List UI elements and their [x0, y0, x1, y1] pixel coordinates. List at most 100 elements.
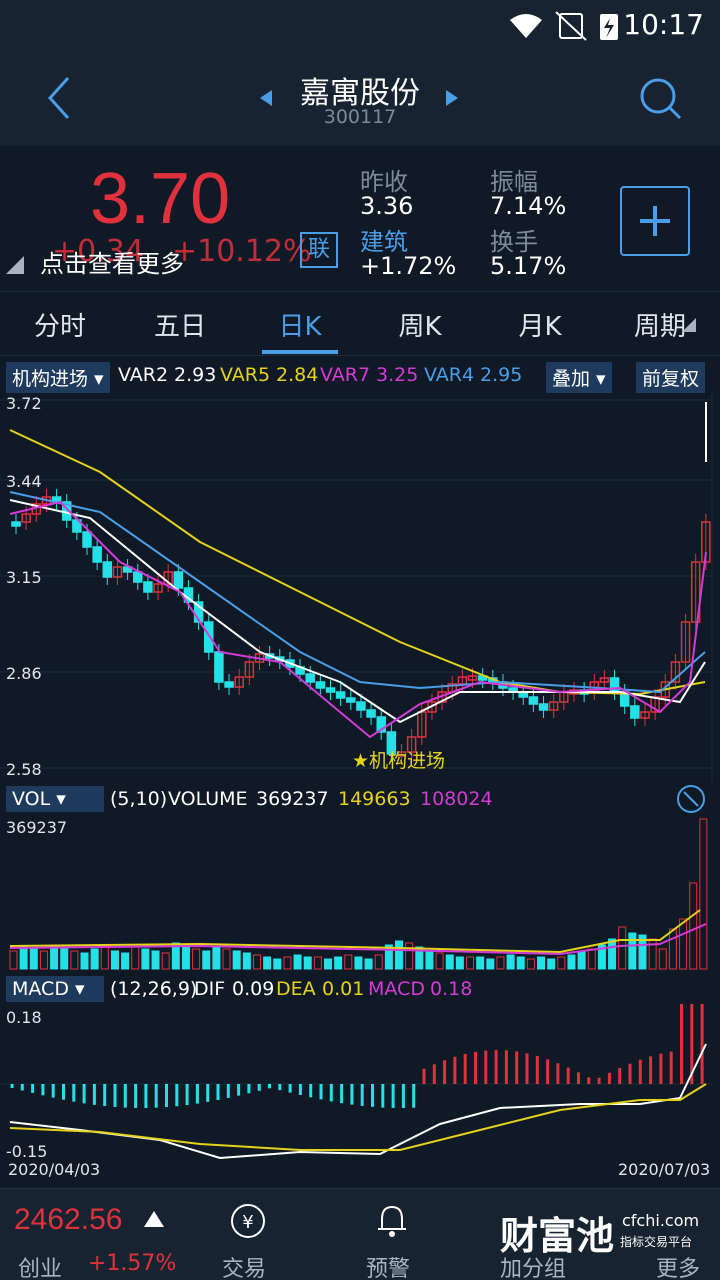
candle: [538, 703, 549, 711]
volume-bar: [252, 954, 261, 970]
dea-value: 0.01: [322, 978, 365, 1000]
tab-monthly-k[interactable]: 月K: [518, 312, 562, 342]
dif-value: 0.09: [232, 978, 275, 1000]
candle: [548, 701, 559, 711]
candle: [356, 701, 366, 711]
quote-panel[interactable]: 3.70 +0.34 +10.12% 点击查看更多 联 昨收 3.36 建筑 +…: [0, 146, 720, 292]
volume-bar: [161, 952, 170, 970]
volume-ma10: 108024: [420, 788, 493, 810]
dea-line: [9, 1083, 707, 1151]
trade-icon[interactable]: ¥: [228, 1201, 268, 1241]
volume-bar: [242, 952, 251, 970]
volume-bar: [60, 948, 69, 970]
status-icons: [510, 11, 618, 41]
tab-intraday[interactable]: 分时: [33, 312, 86, 342]
volume-bar: [506, 954, 515, 970]
macd-indicator-bar: MACD ▾ (12,26,9) DIF 0.09 DEA 0.01 MACD …: [6, 976, 720, 1002]
volume-bar: [334, 956, 343, 970]
volume-bar: [618, 926, 627, 970]
macd-chart[interactable]: [0, 1004, 720, 1160]
period-tabs: 分时 五日 日K 周K 月K 周期: [0, 292, 720, 356]
candle: [630, 705, 640, 719]
header: 嘉寓股份 300117: [0, 50, 720, 146]
y-tick: 3.44: [6, 472, 42, 491]
volume-bar: [131, 946, 140, 970]
volume-bar: [658, 948, 667, 970]
index-name: 创业: [18, 1257, 63, 1280]
volume-bar: [405, 942, 414, 970]
macd-indicator-select[interactable]: MACD ▾: [6, 976, 104, 1002]
tab-five-day[interactable]: 五日: [153, 312, 206, 342]
volume-bar: [689, 882, 698, 970]
volume-bar: [29, 948, 38, 970]
candle: [467, 675, 478, 681]
volume-bar: [374, 954, 383, 970]
back-arrow-icon[interactable]: [42, 74, 78, 122]
candle: [11, 521, 21, 527]
volume-bar: [364, 958, 373, 970]
macd-bottom-tick: -0.15: [6, 1142, 48, 1161]
sector-label[interactable]: 建筑: [360, 228, 408, 256]
candle: [396, 751, 407, 757]
signal-label: ★机构进场: [352, 750, 446, 772]
volume-bar: [567, 954, 576, 970]
dropdown-corner-icon: [682, 318, 696, 332]
candle: [376, 716, 386, 733]
adjust-select[interactable]: 前复权: [636, 362, 706, 393]
svg-text:¥: ¥: [242, 1212, 253, 1233]
volume-bar: [232, 950, 241, 970]
candle: [204, 621, 214, 653]
candle: [315, 681, 326, 689]
linked-button[interactable]: 联: [300, 232, 338, 268]
next-stock-icon[interactable]: [444, 88, 460, 108]
volume-bar: [70, 950, 79, 970]
candle: [599, 677, 610, 683]
volume-bar: [476, 956, 485, 970]
candle: [680, 621, 691, 663]
volume-indicator-bar: VOL ▾ (5,10) VOLUME 369237 149663 108024: [6, 784, 720, 814]
volume-bar: [516, 956, 525, 970]
nav-trade[interactable]: 交易: [222, 1257, 267, 1280]
macd-params: (12,26,9): [110, 978, 198, 1000]
volume-bar: [587, 948, 596, 970]
more-tip[interactable]: 点击查看更多: [40, 250, 184, 278]
fullscreen-icon[interactable]: [674, 784, 708, 814]
add-watchlist-button[interactable]: [620, 186, 690, 256]
last-price: 3.70: [90, 159, 231, 239]
prev-stock-icon[interactable]: [258, 88, 274, 108]
volume-max-tick: 369237: [6, 818, 68, 837]
candle: [690, 561, 701, 623]
var2-label: VAR2: [118, 364, 169, 386]
candle: [346, 697, 356, 703]
tab-weekly-k[interactable]: 周K: [398, 312, 442, 342]
nav-alert[interactable]: 预警: [366, 1257, 411, 1280]
volume-bar: [577, 950, 586, 970]
candle: [305, 673, 315, 683]
volume-bar: [547, 958, 556, 970]
main-indicator-bar: 机构进场 ▾ VAR2 2.93 VAR5 2.84 VAR7 3.25 VAR…: [6, 362, 720, 393]
vol-ma5-line: [9, 909, 701, 954]
tab-period[interactable]: 周期: [633, 312, 686, 342]
volume-indicator-select[interactable]: VOL ▾: [6, 786, 104, 812]
turnover-value: 5.17%: [490, 252, 567, 280]
kline-chart[interactable]: [0, 392, 720, 782]
tab-daily-k[interactable]: 日K: [278, 312, 322, 342]
bell-icon[interactable]: [372, 1201, 412, 1241]
candle: [102, 561, 113, 578]
search-icon[interactable]: [636, 74, 684, 122]
y-tick: 3.15: [6, 568, 42, 587]
index-value[interactable]: 2462.56: [14, 1203, 123, 1236]
volume-chart[interactable]: [0, 814, 720, 974]
var4-value: 2.95: [480, 364, 523, 386]
volume-bar: [283, 956, 292, 970]
vol-ma10-line: [9, 923, 707, 956]
nav-more[interactable]: 更多: [656, 1257, 701, 1280]
nav-add-group[interactable]: 加分组: [500, 1257, 567, 1280]
overlay-select[interactable]: 叠加 ▾: [546, 362, 612, 393]
candle: [122, 566, 133, 573]
main-indicator-select[interactable]: 机构进场 ▾: [6, 362, 110, 393]
volume-bar: [597, 944, 606, 970]
volume-bar: [151, 950, 160, 970]
candle: [406, 736, 417, 753]
volume-bar: [395, 940, 404, 970]
